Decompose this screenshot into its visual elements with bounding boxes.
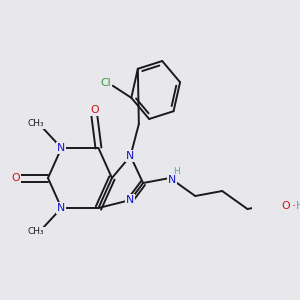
Text: CH₃: CH₃: [28, 227, 44, 236]
Text: O: O: [282, 201, 290, 211]
Text: CH₃: CH₃: [28, 119, 44, 128]
Text: -: -: [293, 202, 296, 211]
Text: H: H: [173, 167, 180, 176]
Text: N: N: [57, 143, 66, 153]
Text: O: O: [12, 173, 20, 183]
Text: N: N: [126, 151, 135, 161]
Text: N: N: [57, 203, 66, 213]
Text: H: H: [296, 201, 300, 211]
Text: N: N: [168, 175, 176, 185]
Text: O: O: [90, 105, 99, 115]
Text: N: N: [126, 195, 135, 205]
Text: Cl: Cl: [101, 78, 111, 88]
